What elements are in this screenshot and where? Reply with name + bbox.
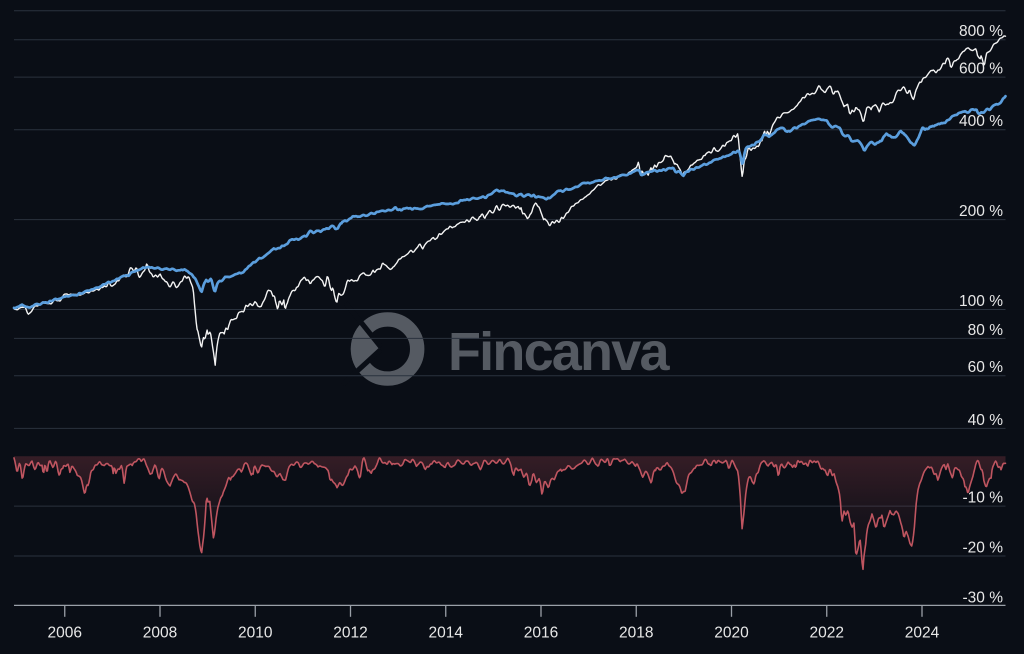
- svg-text:2022: 2022: [810, 625, 844, 642]
- svg-text:100 %: 100 %: [959, 293, 1003, 310]
- svg-text:-20 %: -20 %: [963, 539, 1004, 556]
- svg-text:2012: 2012: [333, 625, 367, 642]
- svg-text:60 %: 60 %: [968, 359, 1004, 376]
- svg-text:2020: 2020: [714, 625, 749, 642]
- svg-text:600 %: 600 %: [959, 61, 1003, 78]
- svg-text:-30 %: -30 %: [963, 589, 1004, 606]
- svg-text:200 %: 200 %: [959, 203, 1003, 220]
- svg-text:2014: 2014: [429, 625, 464, 642]
- svg-text:Fincanva: Fincanva: [448, 322, 670, 382]
- svg-text:800 %: 800 %: [959, 23, 1003, 40]
- svg-text:2018: 2018: [619, 625, 653, 642]
- svg-text:2008: 2008: [143, 625, 177, 642]
- svg-text:400 %: 400 %: [959, 113, 1003, 130]
- svg-text:2010: 2010: [238, 625, 273, 642]
- svg-text:40 %: 40 %: [968, 412, 1004, 429]
- svg-text:80 %: 80 %: [968, 322, 1004, 339]
- svg-text:2006: 2006: [48, 625, 82, 642]
- svg-text:-10 %: -10 %: [963, 490, 1004, 507]
- svg-text:2016: 2016: [524, 625, 558, 642]
- svg-text:2024: 2024: [905, 625, 940, 642]
